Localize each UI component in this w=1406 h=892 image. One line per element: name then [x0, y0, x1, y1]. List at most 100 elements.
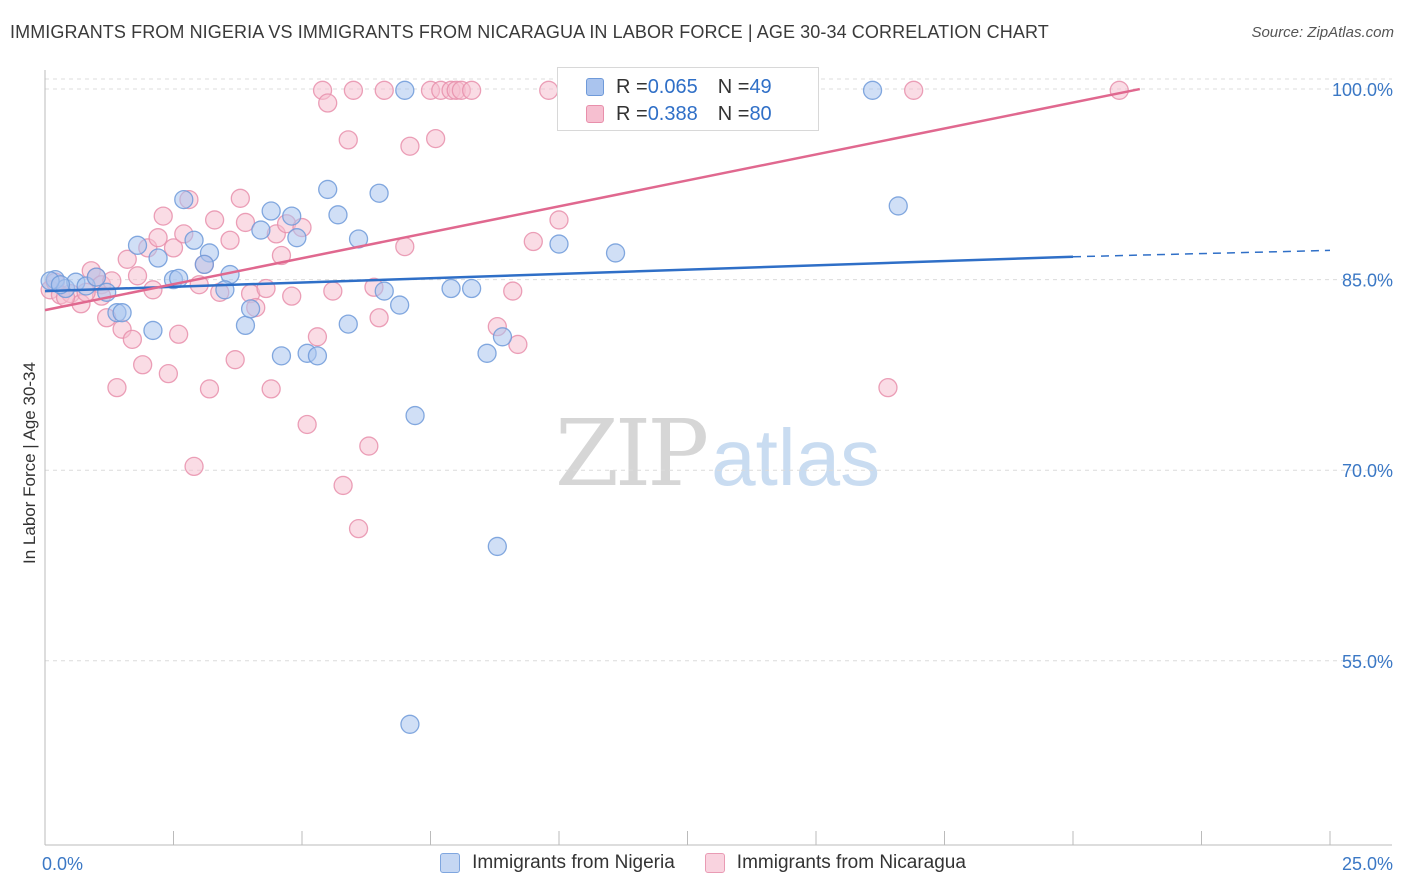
point-nigeria: [374, 281, 394, 301]
point-nicaragua: [343, 80, 364, 100]
point-nigeria: [400, 714, 420, 734]
point-nigeria: [282, 206, 302, 226]
point-nicaragua: [904, 80, 924, 100]
legend-swatch-nigeria: [586, 78, 604, 96]
point-nicaragua: [348, 518, 369, 539]
point-nicaragua: [369, 308, 389, 328]
point-nigeria: [605, 243, 626, 263]
point-nicaragua: [117, 249, 137, 269]
legend-n-label: N =: [717, 75, 750, 98]
point-nigeria: [271, 346, 292, 366]
legend-item-nigeria: Immigrants from Nigeria: [440, 852, 675, 874]
legend-item-nicaragua: Immigrants from Nicaragua: [704, 852, 966, 874]
legend-label-nicaragua: Immigrants from Nicaragua: [736, 852, 966, 873]
point-nicaragua: [148, 228, 168, 248]
point-nicaragua: [204, 210, 225, 230]
point-nicaragua: [508, 334, 528, 355]
point-nicaragua: [878, 377, 898, 398]
point-nigeria: [287, 228, 307, 248]
point-nicaragua: [359, 436, 379, 456]
point-nigeria: [215, 280, 235, 300]
point-nicaragua: [307, 327, 328, 347]
legend-swatch-nicaragua: [586, 105, 604, 123]
point-nicaragua: [539, 80, 559, 100]
point-nicaragua: [220, 230, 240, 250]
point-nicaragua: [153, 206, 173, 226]
point-nigeria: [251, 220, 271, 240]
point-nigeria: [261, 201, 281, 221]
point-nigeria: [86, 267, 107, 287]
point-nigeria: [307, 346, 328, 366]
point-nicaragua: [297, 414, 317, 435]
point-nicaragua: [122, 329, 143, 349]
watermark-atlas: atlas: [711, 413, 881, 502]
point-nigeria: [395, 80, 415, 100]
point-nicaragua: [461, 80, 482, 100]
y-tick-label: 55.0%: [1342, 652, 1393, 672]
point-nicaragua: [338, 130, 358, 150]
legend-swatch-nicaragua: [704, 853, 725, 873]
point-nicaragua: [107, 377, 127, 398]
point-nicaragua: [127, 266, 148, 286]
point-nicaragua: [425, 128, 446, 149]
point-nicaragua: [261, 379, 281, 399]
point-nigeria: [184, 230, 204, 250]
watermark: ZIPatlas: [555, 400, 880, 507]
point-nigeria: [862, 80, 883, 100]
y-axis-label: In Labor Force | Age 30-34: [20, 362, 39, 564]
point-nicaragua: [523, 231, 543, 252]
point-nicaragua: [184, 456, 204, 477]
y-tick-label: 70.0%: [1342, 461, 1393, 481]
trendline-nigeria-extension: [1072, 249, 1331, 258]
legend-n-value: 49: [749, 75, 772, 98]
point-nigeria: [549, 234, 569, 254]
point-nicaragua: [158, 363, 179, 384]
point-nigeria: [888, 196, 908, 216]
point-nigeria: [235, 315, 256, 336]
source-credit: Source: ZipAtlas.com: [1251, 24, 1394, 41]
point-nigeria: [240, 299, 261, 319]
point-nicaragua: [374, 80, 394, 100]
legend-n-label: N =: [717, 102, 750, 125]
point-nicaragua: [168, 324, 189, 344]
point-nigeria: [318, 179, 338, 200]
point-nigeria: [492, 327, 513, 347]
x-tick-label-min: 0.0%: [42, 854, 83, 874]
point-nigeria: [112, 303, 132, 323]
point-nicaragua: [230, 188, 250, 208]
legend-row-nicaragua: R = 0.388 N = 80: [558, 100, 772, 128]
point-nicaragua: [225, 350, 245, 370]
watermark-zip: ZIP: [555, 400, 709, 507]
y-tick-label: 85.0%: [1342, 271, 1393, 291]
point-nigeria: [148, 248, 168, 268]
point-nicaragua: [503, 281, 523, 301]
point-nigeria: [174, 189, 194, 210]
point-nigeria: [194, 254, 214, 275]
point-nigeria: [461, 278, 482, 299]
point-nigeria: [441, 278, 461, 299]
correlation-legend: R = 0.065 N = 49 R = 0.388 N = 80: [557, 67, 819, 131]
point-nicaragua: [133, 355, 153, 375]
point-nigeria: [143, 320, 163, 341]
point-nicaragua: [395, 236, 415, 257]
point-nicaragua: [271, 245, 292, 266]
legend-r-label: R =: [616, 102, 648, 125]
point-nicaragua: [282, 286, 302, 306]
x-tick-label-max: 25.0%: [1342, 854, 1393, 874]
legend-n-value: 80: [749, 102, 772, 125]
point-nicaragua: [235, 212, 256, 233]
point-nicaragua: [318, 93, 338, 113]
point-nigeria: [338, 314, 358, 334]
point-nicaragua: [549, 210, 569, 230]
point-nigeria: [405, 405, 425, 426]
legend-row-nigeria: R = 0.065 N = 49: [558, 73, 772, 101]
point-nicaragua: [333, 475, 353, 496]
point-nigeria: [390, 295, 410, 315]
point-nigeria: [328, 205, 348, 225]
trendline-nigeria: [44, 255, 1074, 293]
y-tick-label: 100.0%: [1332, 80, 1393, 100]
legend-r-value: 0.388: [647, 102, 698, 125]
legend-label-nigeria: Immigrants from Nigeria: [472, 852, 675, 873]
legend-swatch-nigeria: [440, 853, 461, 873]
